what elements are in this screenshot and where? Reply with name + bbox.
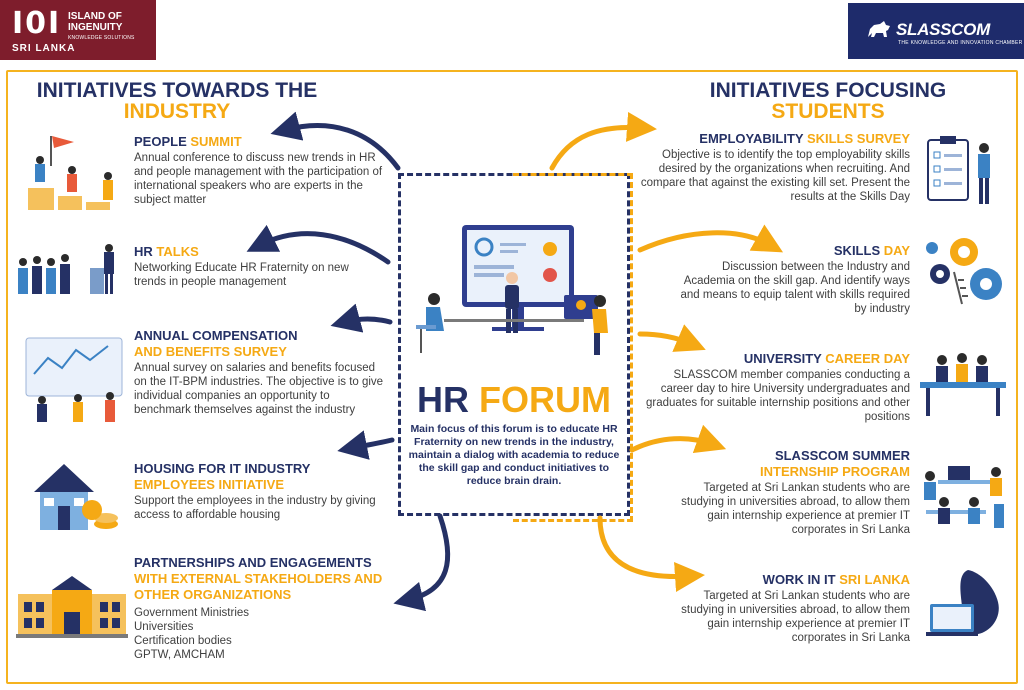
people-summit-illustration — [28, 136, 113, 210]
housing-illustration — [34, 464, 118, 530]
arrow-to-partnerships — [393, 513, 451, 612]
career-day-illustration — [920, 353, 1006, 416]
left-section-title: INITIATIVES TOWARDS THE INDUSTRY — [36, 79, 318, 123]
arrow-to-hr-talks — [246, 224, 391, 265]
slasscom-logo: SLASSCOM THE KNOWLEDGE AND INNOVATION CH… — [848, 3, 1024, 59]
work-in-it-item: WORK IN IT SRI LANKA Targeted at Sri Lan… — [681, 572, 910, 644]
right-section-title: INITIATIVES FOCUSING STUDENTS — [709, 79, 947, 123]
page-frame — [6, 70, 1018, 684]
arrow-to-people-summit — [270, 111, 401, 171]
hr-forum-description: Main focus of this forum is to educate H… — [408, 423, 620, 487]
university-building-illustration — [16, 576, 128, 638]
arrow-to-compensation — [330, 303, 393, 333]
arrow-to-employability — [549, 111, 657, 171]
lion-icon — [868, 21, 890, 37]
partnerships-item: PARTNERSHIPS AND ENGAGEMENTS WITH EXTERNA… — [134, 555, 383, 661]
slasscom-tagline: THE KNOWLEDGE AND INNOVATION CHAMBER — [898, 40, 1023, 46]
compensation-survey-illustration — [25, 337, 123, 422]
logo-text: ISLAND OF INGENUITY — [68, 11, 123, 33]
island-of-ingenuity-logo: I0I ISLAND OF INGENUITY KNOWLEDGE SOLUTI… — [0, 0, 156, 60]
hr-talks-item: HR TALKS Networking Educate HR Fraternit… — [134, 244, 349, 288]
arrow-to-skills-day — [637, 224, 784, 253]
skills-day-item: SKILLS DAY Discussion between the Indust… — [680, 243, 911, 315]
university-career-day-item: UNIVERSITY CAREER DAY SLASSCOM member co… — [645, 351, 910, 423]
logo-mark: I0I — [12, 6, 62, 41]
logo-subtext: KNOWLEDGE SOLUTIONS — [68, 35, 135, 41]
employability-survey-item: EMPLOYABILITY SKILLS SURVEY Objective is… — [640, 131, 910, 203]
logo-country: SRI LANKA — [12, 43, 76, 54]
arrow-to-work-in-it — [597, 515, 705, 592]
arrow-to-career-day — [637, 324, 706, 352]
hr-forum-illustration — [416, 225, 608, 355]
summer-internship-item: SLASSCOM SUMMER INTERNSHIP PROGRAM Target… — [681, 448, 910, 536]
survey-checklist-illustration — [927, 136, 990, 204]
compensation-survey-item: ANNUAL COMPENSATION AND BENEFITS SURVEY A… — [134, 328, 384, 416]
sri-lanka-laptop-illustration — [926, 570, 999, 636]
hr-forum-box — [398, 173, 633, 522]
gears-illustration — [926, 238, 1002, 305]
people-summit-item: PEOPLE SUMMIT Annual conference to discu… — [134, 134, 383, 206]
arrow-to-housing — [337, 430, 395, 460]
hr-talks-illustration — [18, 244, 114, 294]
internship-illustration — [924, 466, 1004, 528]
hr-forum-title: HR FORUM — [417, 379, 611, 420]
housing-initiative-item: HOUSING FOR IT INDUSTRY EMPLOYEES INITIAT… — [134, 461, 376, 521]
slasscom-brand: SLASSCOM — [896, 20, 990, 39]
arrow-to-summer-internship — [629, 424, 727, 453]
